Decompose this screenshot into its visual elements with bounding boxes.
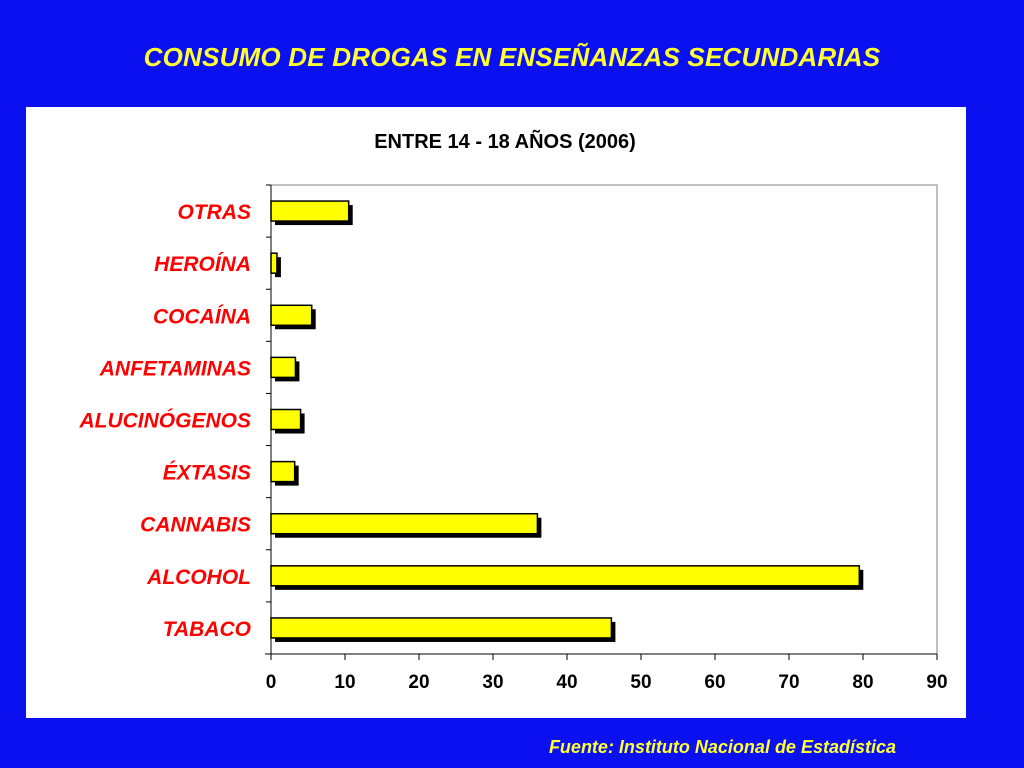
bar-tabaco [270, 617, 613, 639]
x-tick-label: 50 [630, 672, 651, 693]
x-tick-label: 70 [778, 672, 799, 693]
bar-otras [270, 200, 350, 222]
bar-cocaína [270, 304, 313, 327]
bar-shadow [275, 257, 281, 278]
category-label: HEROÍNA [154, 253, 251, 276]
slide-title: CONSUMO DE DROGAS EN ENSEÑANZAS SECUNDAR… [143, 42, 881, 72]
bar-anfetaminas [270, 356, 297, 379]
bar-éxtasis [270, 460, 296, 483]
x-tick-label: 40 [556, 672, 577, 693]
bar-heroína [270, 252, 278, 274]
bars-layer [270, 200, 864, 642]
bar-chart: ENTRE 14 - 18 AÑOS (2006) 0 10 20 30 40 50 60 7… [78, 130, 948, 693]
chart-title: ENTRE 14 - 18 AÑOS (2006) [374, 130, 636, 153]
x-tick-label: 60 [704, 672, 725, 693]
category-label: CANNABIS [140, 514, 251, 537]
category-label: OTRAS [178, 201, 252, 224]
chart-panel: ENTRE 14 - 18 AÑOS (2006) 0 10 20 30 40 50 60 7… [26, 107, 966, 718]
source-note: Fuente: Instituto Nacional de Estadístic… [548, 737, 896, 757]
category-label: ÉXTASIS [163, 462, 251, 485]
bar-cannabis [270, 512, 539, 535]
category-label: TABACO [163, 618, 251, 641]
axis-layer: 0 10 20 30 40 50 60 70 80 90 OTRAS HEROÍNA COCAÍNA AN… [78, 184, 948, 693]
bar-alcohol [270, 565, 861, 587]
x-tick-label: 30 [482, 672, 503, 693]
x-tick-label: 90 [926, 672, 947, 693]
x-tick-label: 80 [852, 672, 873, 693]
x-tick-label: 10 [334, 672, 355, 693]
category-label: ALCOHOL [146, 566, 251, 589]
x-tick-label: 0 [266, 672, 277, 693]
category-label: COCAÍNA [153, 305, 251, 328]
bar-alucinógenos [270, 408, 302, 431]
x-tick-label: 20 [408, 672, 429, 693]
category-label: ALUCINÓGENOS [78, 409, 251, 433]
category-label: ANFETAMINAS [99, 357, 251, 380]
